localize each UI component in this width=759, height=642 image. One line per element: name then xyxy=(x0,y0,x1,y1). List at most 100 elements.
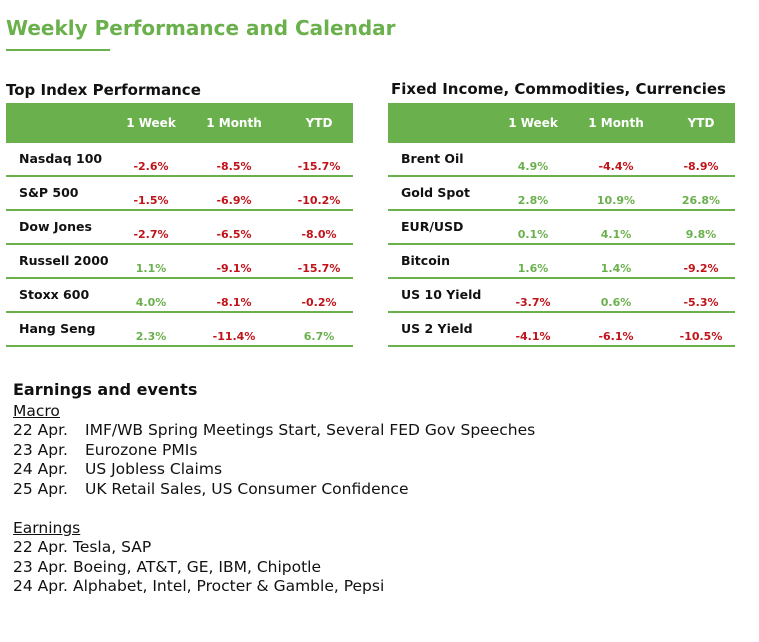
column-header-ytd: YTD xyxy=(687,116,715,130)
events-heading: Earnings and events xyxy=(13,380,198,399)
event-date: 25 Apr. xyxy=(13,479,68,498)
table-row: Gold Spot 2.8% 10.9% 26.8% xyxy=(388,177,735,211)
event-date: 24 Apr. xyxy=(13,577,68,595)
cell-value: 4.0% xyxy=(135,296,167,309)
event-item: 23 Apr. Boeing, AT&T, GE, IBM, Chipotle xyxy=(13,558,535,578)
cell-value: 4.9% xyxy=(517,160,549,173)
event-date: 23 Apr. xyxy=(13,440,68,459)
cell-value: 1.1% xyxy=(135,262,167,275)
table-row: Bitcoin 1.6% 1.4% -9.2% xyxy=(388,245,735,279)
title-underline xyxy=(6,49,110,51)
row-label: Nasdaq 100 xyxy=(19,151,103,166)
cell-value: 2.3% xyxy=(135,330,167,343)
column-header-1-week: 1 Week xyxy=(126,116,176,130)
cell-value: -8.5% xyxy=(216,160,252,173)
column-header-1-month: 1 Month xyxy=(588,116,644,130)
cell-value: -15.7% xyxy=(297,262,341,275)
table-header: 1 Week 1 Month YTD xyxy=(6,103,353,143)
earnings-list: 22 Apr. Tesla, SAP 23 Apr. Boeing, AT&T, GE… xyxy=(13,538,535,597)
cell-value: -0.2% xyxy=(301,296,337,309)
cell-value: 2.8% xyxy=(517,194,549,207)
cell-value: -9.2% xyxy=(683,262,719,275)
event-date: 23 Apr. xyxy=(13,557,68,576)
table-row: US 10 Yield -3.7% 0.6% -5.3% xyxy=(388,279,735,313)
fixed-table-title: Fixed Income, Commodities, Currencies xyxy=(391,80,726,98)
cell-value: -6.1% xyxy=(598,330,634,343)
cell-value: -6.9% xyxy=(216,194,252,207)
cell-value: -4.1% xyxy=(515,330,551,343)
cell-value: -10.5% xyxy=(679,330,723,343)
table-row: Hang Seng 2.3% -11.4% 6.7% xyxy=(6,313,353,347)
event-item: 23 Apr. Eurozone PMIs xyxy=(13,441,535,461)
cell-value: 4.1% xyxy=(600,228,632,241)
row-label: Stoxx 600 xyxy=(19,287,90,302)
table-row: EUR/USD 0.1% 4.1% 9.8% xyxy=(388,211,735,245)
event-item: 22 Apr. IMF/WB Spring Meetings Start, Sev… xyxy=(13,421,535,441)
page-title: Weekly Performance and Calendar xyxy=(6,16,396,40)
row-label: Russell 2000 xyxy=(19,253,109,268)
event-date: 24 Apr. xyxy=(13,460,68,478)
macro-label: Macro xyxy=(13,402,60,420)
event-text: IMF/WB Spring Meetings Start, Several FE… xyxy=(85,421,536,439)
column-header-1-week: 1 Week xyxy=(508,116,558,130)
macro-list: 22 Apr. IMF/WB Spring Meetings Start, Sev… xyxy=(13,421,535,499)
column-header-ytd: YTD xyxy=(305,116,333,130)
row-label: Gold Spot xyxy=(401,185,470,200)
cell-value: -8.9% xyxy=(683,160,719,173)
table-row: US 2 Yield -4.1% -6.1% -10.5% xyxy=(388,313,735,347)
row-label: EUR/USD xyxy=(401,219,464,234)
event-text: Tesla, SAP xyxy=(72,538,152,556)
event-text: US Jobless Claims xyxy=(85,460,223,478)
cell-value: 1.6% xyxy=(517,262,549,275)
cell-value: -10.2% xyxy=(297,194,341,207)
cell-value: 1.4% xyxy=(600,262,632,275)
cell-value: 6.7% xyxy=(303,330,335,343)
event-item: 24 Apr. Alphabet, Intel, Procter & Gamble… xyxy=(13,577,535,597)
index-performance-table: 1 Week 1 Month YTD Nasdaq 100 -2.6% -8.5% -… xyxy=(6,103,353,347)
row-label: Bitcoin xyxy=(401,253,450,268)
row-label: Hang Seng xyxy=(19,321,96,336)
event-date: 22 Apr. xyxy=(13,421,68,439)
table-row: Nasdaq 100 -2.6% -8.5% -15.7% xyxy=(6,143,353,177)
event-item: 22 Apr. Tesla, SAP xyxy=(13,538,535,558)
event-item: 24 Apr. US Jobless Claims xyxy=(13,460,535,480)
table-row: S&P 500 -1.5% -6.9% -10.2% xyxy=(6,177,353,211)
cell-value: -4.4% xyxy=(598,160,634,173)
cell-value: -2.6% xyxy=(133,160,169,173)
earnings-label: Earnings xyxy=(13,519,81,537)
event-text: Boeing, AT&T, GE, IBM, Chipotle xyxy=(72,557,322,576)
cell-value: -5.3% xyxy=(683,296,719,309)
table-row: Brent Oil 4.9% -4.4% -8.9% xyxy=(388,143,735,177)
index-table-title: Top Index Performance xyxy=(6,81,201,99)
cell-value: -8.0% xyxy=(301,228,337,241)
cell-value: -8.1% xyxy=(216,296,252,309)
cell-value: 26.8% xyxy=(681,194,721,207)
fixed-income-table: 1 Week 1 Month YTD Brent Oil 4.9% -4.4% -8.… xyxy=(388,103,735,347)
cell-value: -11.4% xyxy=(212,330,256,343)
column-header-1-month: 1 Month xyxy=(206,116,262,130)
event-text: Eurozone PMIs xyxy=(85,440,198,459)
event-date: 22 Apr. xyxy=(13,538,68,556)
table-row: Stoxx 600 4.0% -8.1% -0.2% xyxy=(6,279,353,313)
row-label: US 10 Yield xyxy=(401,287,482,302)
cell-value: -6.5% xyxy=(216,228,252,241)
event-item: 25 Apr. UK Retail Sales, US Consumer Conf… xyxy=(13,480,535,500)
cell-value: -15.7% xyxy=(297,160,341,173)
cell-value: 9.8% xyxy=(685,228,717,241)
row-label: Dow Jones xyxy=(19,219,92,234)
earnings-and-events: Earnings and events Macro 22 Apr. IMF/WB … xyxy=(13,380,535,597)
cell-value: -2.7% xyxy=(133,228,169,241)
table-row: Dow Jones -2.7% -6.5% -8.0% xyxy=(6,211,353,245)
cell-value: -9.1% xyxy=(216,262,252,275)
cell-value: -1.5% xyxy=(133,194,169,207)
row-label: S&P 500 xyxy=(19,185,79,200)
cell-value: -3.7% xyxy=(515,296,551,309)
event-text: UK Retail Sales, US Consumer Confidence xyxy=(85,479,409,498)
table-row: Russell 2000 1.1% -9.1% -15.7% xyxy=(6,245,353,279)
cell-value: 0.1% xyxy=(517,228,549,241)
row-label: US 2 Yield xyxy=(401,321,473,336)
cell-value: 10.9% xyxy=(596,194,636,207)
event-text: Alphabet, Intel, Procter & Gamble, Pepsi xyxy=(72,577,385,595)
cell-value: 0.6% xyxy=(600,296,632,309)
table-header: 1 Week 1 Month YTD xyxy=(388,103,735,143)
